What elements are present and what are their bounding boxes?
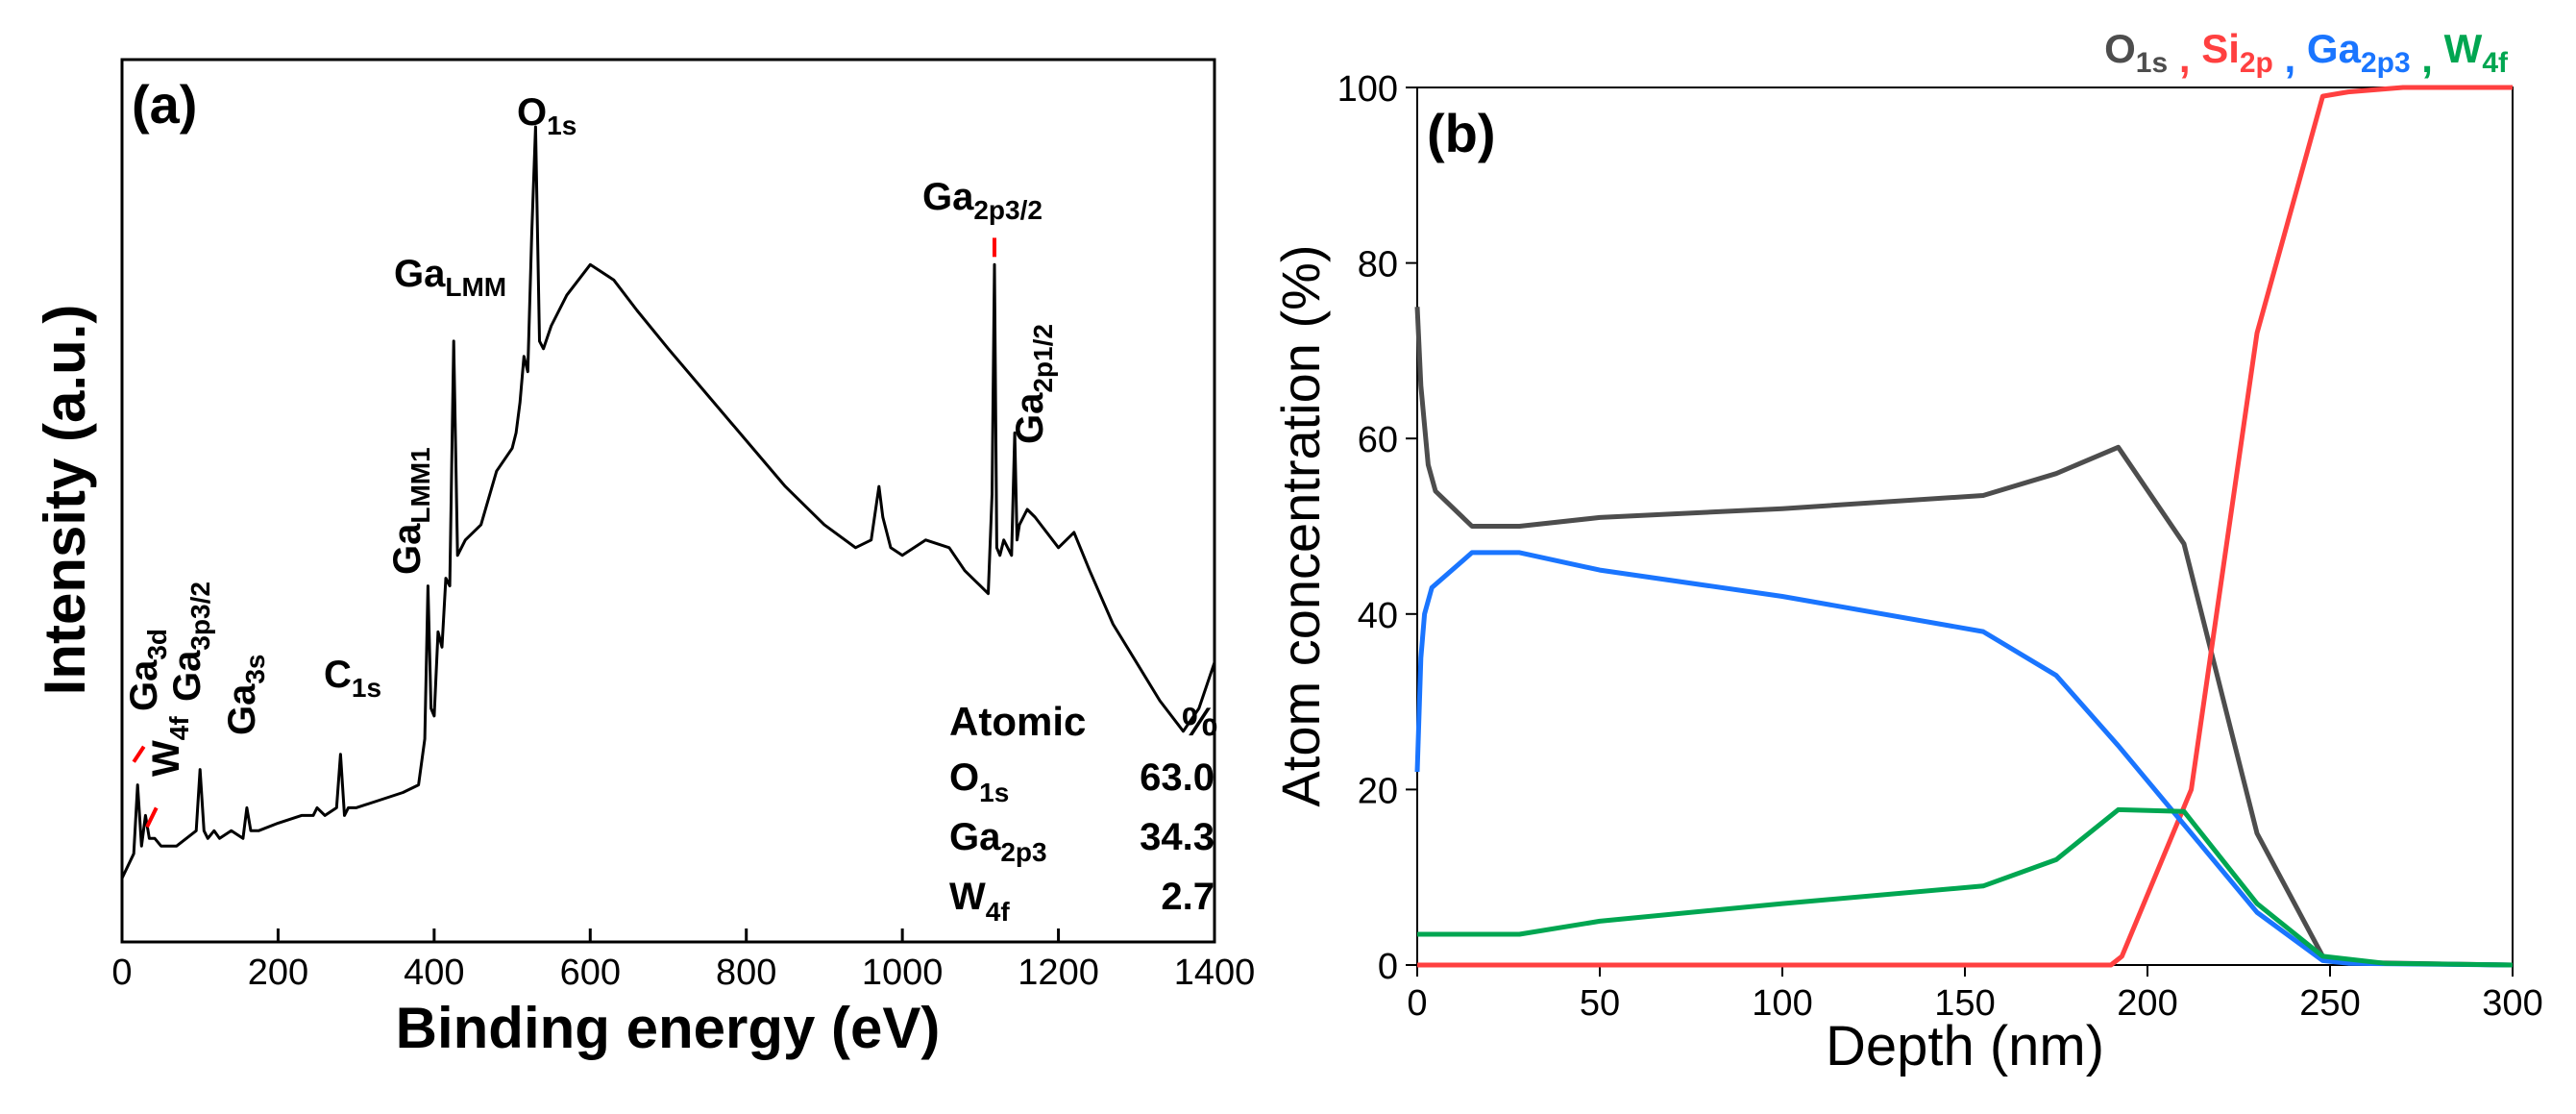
legend-entry-subscript: 2p [2240, 47, 2273, 79]
panel-b-label: (b) [1427, 103, 1496, 163]
legend-entry-w4f: W [2444, 26, 2483, 71]
peak-label-c1s: C1s [324, 654, 381, 703]
panel-b-y-tick-label: 80 [1358, 245, 1398, 285]
atomic-table-value: 34.3 [1140, 816, 1214, 858]
atomic-table-header-unit: % [1182, 699, 1217, 744]
peak-label-ga3p32: Ga3p3/2 [166, 582, 215, 702]
legend-separator: , [2273, 36, 2307, 81]
atomic-table-header: Atomic [949, 699, 1086, 744]
peak-label-ga3s: Ga3s [221, 654, 270, 735]
panel-a-x-tick-label: 200 [248, 953, 308, 993]
panel-a-label: (a) [132, 74, 197, 135]
panel-b-y-tick-label: 40 [1358, 596, 1398, 636]
panel-a-x-tick-label: 600 [560, 953, 621, 993]
peak-label-galmm1-group: GaLMM1 [386, 447, 435, 575]
peak-label-w4f-group: W4f [145, 716, 194, 777]
peak-label-ga3d: Ga3d [123, 629, 172, 711]
peak-label-w4f: W4f [145, 716, 194, 777]
legend-separator: , [2411, 36, 2444, 81]
panel-b-y-tick-label: 100 [1337, 69, 1398, 110]
atomic-table-element: Ga2p3 [949, 816, 1047, 867]
panel-b-y-tick-label: 60 [1358, 420, 1398, 460]
panel-a-atomic-table: Atomic % O1s 63.0 Ga2p3 34.3 W4f 2.7 [949, 699, 1217, 927]
panel-b-legend: O1s , Si2p , Ga2p3 , W4f [2104, 26, 2509, 81]
panel-b-x-tick-label: 150 [1934, 983, 1995, 1024]
atomic-table-value: 2.7 [1161, 876, 1214, 918]
panel-b-y-tick-label: 0 [1378, 947, 1398, 987]
panel-b-y-ticks: 0 20 40 60 80 100 [1337, 69, 1417, 987]
panel-b-x-ticks: 0 50 100 150 200 250 300 [1407, 965, 2543, 1024]
panel-a-x-ticks: 0 200 400 600 800 1000 1200 1400 [111, 928, 1255, 993]
panel-a-y-axis-label: Intensity (a.u.) [33, 305, 97, 696]
peak-label-ga2p12: Ga2p1/2 [1009, 324, 1058, 444]
peak-label-o1s: O1s [517, 91, 577, 140]
legend-entry-si2p: Si [2201, 26, 2240, 71]
atomic-table-element: O1s [949, 756, 1009, 807]
panel-b-x-axis-label: Depth (nm) [1826, 1015, 2104, 1077]
peak-label-ga2p32: Ga2p3/2 [922, 176, 1043, 225]
panel-a-x-tick-label: 400 [404, 953, 464, 993]
panel-a-x-tick-label: 1000 [862, 953, 944, 993]
panel-a-x-tick-label: 800 [716, 953, 776, 993]
panel-b-x-tick-label: 0 [1407, 983, 1427, 1024]
panel-b-depth-profile: (b) 0 50 100 150 200 250 300 0 20 40 60 80 100 Dept… [1270, 26, 2543, 1077]
legend-entry-subscript: 2p3 [2361, 47, 2411, 79]
panel-a-spectrum-line [120, 125, 1216, 879]
panel-b-y-tick-label: 20 [1358, 771, 1398, 811]
legend-separator: , [2168, 36, 2201, 81]
panel-a-xps-survey: (a) 0 200 400 600 800 1000 1200 1400 Ga3dW4fGa3… [33, 58, 1255, 1060]
series-line-w4f [1417, 806, 2514, 968]
panel-a-x-tick-label: 1200 [1018, 953, 1099, 993]
w4f-peak-marker [145, 806, 159, 829]
peak-label-galmm1: GaLMM1 [386, 447, 435, 575]
panel-b-x-tick-label: 250 [2299, 983, 2360, 1024]
panel-a-x-tick-label: 1400 [1174, 953, 1256, 993]
panel-a-x-axis-label: Binding energy (eV) [396, 996, 941, 1060]
series-line-ga2p3 [1414, 550, 2514, 968]
peak-label-ga3s-group: Ga3s [221, 654, 270, 735]
legend-entry-subscript: 1s [2136, 47, 2168, 79]
panel-b-x-tick-label: 50 [1580, 983, 1620, 1024]
peak-label-ga3d-group: Ga3d [123, 629, 172, 711]
panel-b-y-axis-label: Atom concentration (%) [1270, 244, 1331, 806]
panel-a-plot-frame [120, 58, 1216, 944]
panel-a-peak-markers [132, 237, 996, 829]
legend-entry-subscript: 4f [2482, 47, 2509, 79]
panel-b-plot-frame [1416, 87, 2514, 966]
series-line-o1s [1414, 307, 2514, 968]
panel-b-x-tick-label: 300 [2482, 983, 2542, 1024]
peak-label-galmm: GaLMM [394, 253, 506, 302]
panel-a-x-tick-label: 0 [111, 953, 132, 993]
panel-b-x-tick-label: 200 [2117, 983, 2177, 1024]
panel-b-x-tick-label: 100 [1752, 983, 1812, 1024]
legend-entry-ga2p3: Ga [2307, 26, 2362, 71]
peak-label-ga2p12-group: Ga2p1/2 [1009, 324, 1058, 444]
ga3d-peak-marker [132, 745, 146, 763]
series-line-si2p [1417, 85, 2513, 968]
legend-entry-o1s: O [2104, 26, 2136, 71]
atomic-table-value: 63.0 [1140, 756, 1214, 799]
peak-label-ga3p32-group: Ga3p3/2 [166, 582, 215, 702]
panel-b-series [1414, 85, 2514, 968]
atomic-table-element: W4f [949, 876, 1010, 927]
